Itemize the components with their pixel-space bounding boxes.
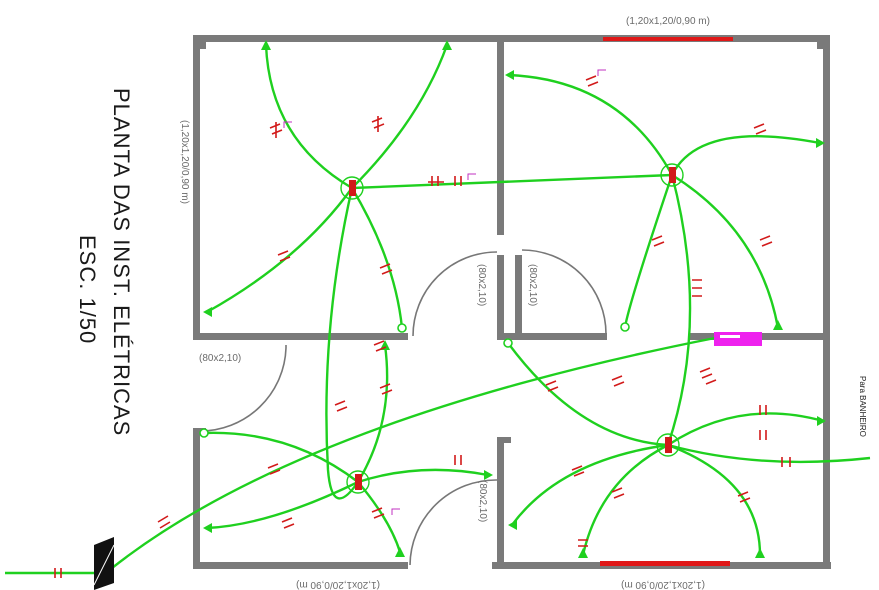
window-top [603,37,733,41]
label-window-bottom-left: (1,20x1,20/0,90 m) [296,579,380,590]
conductor-markers [54,69,791,578]
wall-left-lower [193,428,200,568]
doors [199,249,607,566]
lamps [340,163,684,494]
wall-center-stub-b [515,255,522,340]
label-door-center-left: (80x2,10) [476,264,487,306]
door-bottom-swing [409,479,498,566]
wall-right-upper [823,35,830,340]
label-window-top: (1,20x1,20/0,90 m) [626,16,710,27]
windows [600,37,733,566]
wall-center-vertical-upper [497,35,504,235]
lamp-upper-right [660,163,684,187]
wall-lower-center-cap [497,437,511,443]
label-door-center-right: (80x2,10) [527,264,538,306]
wall-mid-left [193,333,408,340]
corner-block-1 [193,35,206,49]
drawing-scale: ESC. 1/50 [75,235,100,344]
wall-mid-center [497,333,607,340]
wall-top-left [193,35,501,42]
label-to-bathroom: Para BANHEIRO [858,376,867,437]
wall-lower-center-vertical [497,437,504,569]
wall-left-upper [193,35,200,340]
door-center-left-swing [412,251,498,337]
lamp-lower-left [346,470,370,494]
corner-block-2 [817,35,830,49]
label-window-left: (1,20x1,20/0,90 m) [179,120,190,204]
door-left-swing [199,345,287,432]
label-door-left: (80x2,10) [199,353,241,364]
label-door-bottom: (80x2,10) [477,480,488,522]
door-center-right-swing [521,249,607,335]
drawing-title: PLANTA DAS INST. ELÉTRICAS [109,88,134,436]
distribution-panel [714,332,762,346]
lamp-lower-right [656,433,680,457]
wiring [5,44,871,575]
wall-right-lower [823,335,830,569]
label-window-bottom-right: (1,20x1,20/0,90 m) [621,579,705,590]
meter-box [93,537,115,590]
lamp-upper-left [340,176,364,200]
window-bottom-right [600,561,730,566]
distribution-panel-detail [720,335,740,338]
wall-center-stub-a [497,255,504,340]
endpoints [199,40,826,558]
wall-bottom-left [193,562,408,569]
